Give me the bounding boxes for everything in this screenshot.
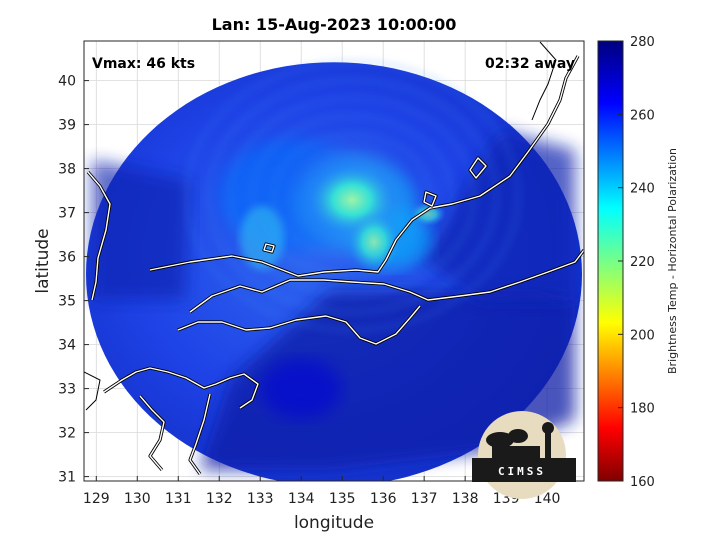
coastline-9 [263, 243, 275, 253]
coastline-3 [103, 367, 259, 409]
logo-dish-left [486, 432, 514, 448]
y-tick-label: 34 [58, 338, 76, 354]
y-tick-label: 39 [58, 118, 76, 134]
chart-title: Lan: 15-Aug-2023 10:00:00 [212, 15, 457, 34]
coastline-8 [423, 191, 437, 207]
colorbar-tick-label: 180 [630, 402, 655, 417]
x-tick-label: 138 [452, 491, 479, 507]
logo-tower-top [542, 422, 554, 434]
x-tick-label: 130 [124, 491, 151, 507]
swath-feature-3 [261, 358, 342, 419]
x-tick-label: 137 [411, 491, 438, 507]
x-tick-label: 131 [165, 491, 192, 507]
colorbar-label: Brightness Temp - Horizontal Polarizatio… [666, 148, 679, 374]
spiral-band [249, 113, 455, 279]
coastline-6 [189, 393, 211, 475]
x-tick-label: 129 [83, 491, 110, 507]
y-axis-label: latitude [33, 228, 53, 293]
plot-frame [83, 40, 585, 482]
x-tick-label: 136 [370, 491, 397, 507]
coastline-4 [139, 395, 165, 471]
outside-coastline [531, 41, 557, 121]
coastline-1 [189, 249, 584, 313]
colorbar-tick-label: 220 [630, 255, 655, 270]
spiral-band [205, 77, 499, 315]
colorbar-tick-label: 260 [630, 108, 655, 123]
y-axis-ticks: 31 32 33 34 35 36 37 38 39 40 [58, 74, 89, 486]
x-axis-ticks: 129 130 131 132 133 134 135 136 137 138 139 140 [83, 476, 561, 507]
colorbar-tick-label: 280 [630, 35, 655, 50]
y-tick-label: 36 [58, 250, 76, 266]
coastline-0 [149, 55, 579, 277]
logo-building [492, 446, 540, 458]
y-tick-label: 38 [58, 162, 76, 178]
coastline-7 [469, 157, 487, 179]
y-tick-label: 32 [58, 426, 76, 442]
swath-cold-east-region [420, 130, 575, 300]
cimss-logo: CIMSS [472, 411, 576, 499]
time-away-annotation: 02:32 away [485, 56, 575, 72]
convective-band [348, 212, 400, 272]
vmax-annotation: Vmax: 46 kts [92, 56, 195, 72]
coastlines [84, 41, 584, 475]
x-axis-label: longitude [294, 513, 374, 533]
y-tick-label: 33 [58, 382, 76, 398]
colorbar-tick-label: 240 [630, 182, 655, 197]
logo-text: CIMSS [498, 465, 546, 478]
colorbar-ticks: 160 180 200 220 240 260 280 [618, 35, 655, 490]
logo-banner [472, 458, 576, 482]
x-tick-label: 140 [534, 491, 561, 507]
logo-tower [545, 432, 551, 458]
x-tick-label: 132 [206, 491, 233, 507]
outside-coastline-west [84, 371, 101, 411]
swath-cold-west-region [92, 160, 190, 300]
y-tick-label: 37 [58, 206, 76, 222]
x-tick-label: 134 [288, 491, 315, 507]
x-tick-label: 135 [329, 491, 356, 507]
colorbar: 160 180 200 220 240 260 280 Brightness Temp - … [597, 35, 679, 490]
colorbar-tick-label: 200 [630, 328, 655, 343]
logo-dish-right [508, 429, 528, 443]
spiral-band [227, 95, 477, 297]
y-tick-label: 40 [58, 74, 76, 90]
coastline-2 [177, 305, 421, 345]
coastline-5 [87, 171, 111, 301]
swath-cold-ocean-region [200, 290, 575, 470]
plot-area: 129 130 131 132 133 134 135 136 137 138 139 140 313… [58, 40, 585, 507]
y-tick-label: 35 [58, 294, 76, 310]
spiral-band [271, 131, 433, 261]
y-tick-label: 31 [58, 470, 76, 486]
colorbar-tick-label: 160 [630, 475, 655, 490]
x-tick-label: 133 [247, 491, 274, 507]
